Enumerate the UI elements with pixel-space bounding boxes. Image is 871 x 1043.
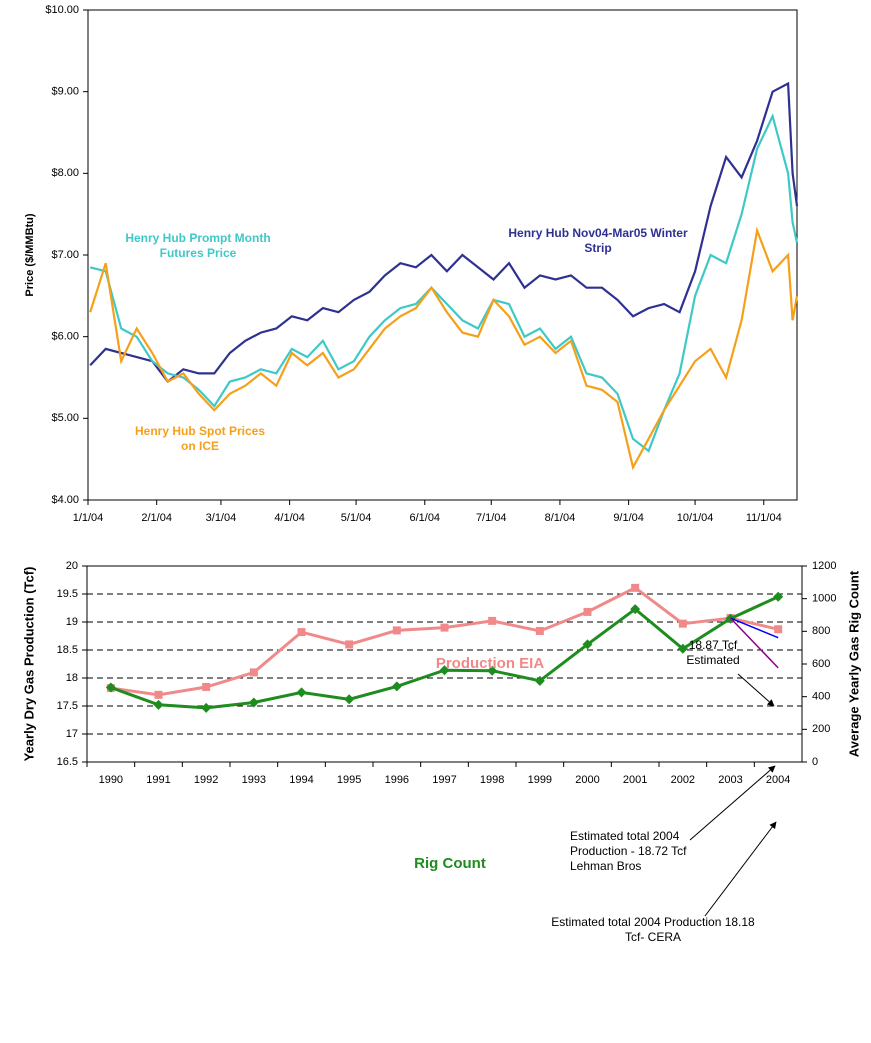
- x-tick-label: 1991: [146, 774, 170, 786]
- point: [535, 626, 544, 635]
- series-line: [89, 113, 799, 453]
- y-tick-label: 17.5: [57, 700, 78, 712]
- x-tick-label: 2000: [575, 774, 599, 786]
- x-tick-label: 1995: [337, 774, 361, 786]
- series-label: Henry Hub Spot Prices on ICE: [134, 424, 266, 453]
- series-label: Henry Hub Nov04-Mar05 Winter Strip: [508, 226, 688, 255]
- y-tick-label: $10.00: [45, 4, 79, 16]
- series-line: [89, 81, 799, 384]
- point: [249, 668, 258, 677]
- point: [440, 623, 449, 632]
- point: [677, 643, 688, 654]
- x-tick-label: 1990: [99, 774, 123, 786]
- x-tick-label: 5/1/04: [341, 512, 372, 524]
- y2-tick-label: 0: [812, 756, 818, 768]
- y2-tick-label: 1000: [812, 593, 836, 605]
- y-tick-label: 20: [66, 560, 78, 572]
- point: [202, 682, 211, 691]
- point: [487, 665, 498, 676]
- y-tick-label: 17: [66, 728, 78, 740]
- point: [105, 682, 116, 693]
- x-tick-label: 4/1/04: [274, 512, 305, 524]
- x-tick-label: 1999: [528, 774, 552, 786]
- x-tick-label: 2002: [671, 774, 695, 786]
- point: [201, 702, 212, 713]
- point: [774, 625, 783, 634]
- point: [583, 607, 592, 616]
- y-tick-label: 18: [66, 672, 78, 684]
- y-tick-label: 19.5: [57, 588, 78, 600]
- chart: 1990 1991 1992 1993 1994 1995 1996 1997 1998 1999…: [21, 560, 861, 786]
- y-tick-label: $6.00: [51, 331, 79, 343]
- x-tick-label: 1996: [385, 774, 409, 786]
- y-axis-title: Price ($/MMBtu): [24, 213, 36, 296]
- annotation-arrow: [704, 821, 777, 917]
- point: [488, 616, 497, 625]
- point: [345, 640, 354, 649]
- point: [631, 583, 640, 592]
- x-tick-label: 1998: [480, 774, 504, 786]
- series-line: [730, 617, 779, 639]
- x-tick-label: 1997: [432, 774, 456, 786]
- y2-tick-label: 1200: [812, 560, 836, 572]
- y2-tick-label: 400: [812, 691, 830, 703]
- point: [344, 694, 355, 705]
- chart: 1/1/04 2/1/04 3/1/04 4/1/04 5/1/04 6/1/04 7/1/…: [24, 4, 799, 524]
- x-tick-label: 1992: [194, 774, 218, 786]
- x-tick-label: 2/1/04: [141, 512, 172, 524]
- annotation: 18.87 Tcf Estimated: [686, 638, 740, 667]
- x-tick-label: 9/1/04: [613, 512, 644, 524]
- point: [296, 687, 307, 698]
- point: [248, 697, 259, 708]
- series-line: [729, 617, 779, 669]
- point: [534, 675, 545, 686]
- series-label: Rig Count: [414, 855, 486, 872]
- y-tick-label: 16.5: [57, 756, 78, 768]
- x-tick-label: 11/1/04: [746, 512, 782, 524]
- y2-tick-label: 200: [812, 723, 830, 735]
- y-tick-label: $7.00: [51, 249, 79, 261]
- x-tick-label: 8/1/04: [545, 512, 576, 524]
- x-tick-label: 7/1/04: [476, 512, 507, 524]
- x-tick-label: 2004: [766, 774, 790, 786]
- point: [391, 681, 402, 692]
- y2-axis-title: Average Yearly Gas Rig Count: [846, 570, 861, 757]
- point: [297, 628, 306, 637]
- annotation-arrow: [689, 765, 776, 841]
- y2-tick-label: 800: [812, 625, 830, 637]
- x-tick-label: 1994: [289, 774, 313, 786]
- point: [773, 591, 784, 602]
- y-tick-label: $8.00: [51, 167, 79, 179]
- y-tick-label: $5.00: [51, 412, 79, 424]
- y-tick-label: 19: [66, 616, 78, 628]
- series-line: [89, 226, 799, 471]
- point: [582, 639, 593, 650]
- point: [154, 690, 163, 699]
- y2-tick-label: 600: [812, 658, 830, 670]
- x-tick-label: 1/1/04: [73, 512, 104, 524]
- x-tick-label: 2001: [623, 774, 647, 786]
- y-tick-label: $4.00: [51, 494, 79, 506]
- annotation: Estimated total 2004 Production 18.18 Tc…: [551, 915, 755, 944]
- point: [678, 619, 687, 628]
- annotation: Estimated total 2004 Production - 18.72 …: [570, 829, 687, 873]
- y-tick-label: $9.00: [51, 86, 79, 98]
- x-tick-label: 2003: [718, 774, 742, 786]
- point: [392, 626, 401, 635]
- x-tick-label: 6/1/04: [409, 512, 440, 524]
- point: [153, 699, 164, 710]
- x-tick-label: 3/1/04: [206, 512, 237, 524]
- y-tick-label: 18.5: [57, 644, 78, 656]
- x-tick-label: 1993: [242, 774, 266, 786]
- y-axis-title: Yearly Dry Gas Production (Tcf): [21, 567, 36, 762]
- series-label: Henry Hub Prompt Month Futures Price: [125, 231, 271, 260]
- point: [630, 604, 641, 615]
- point: [439, 665, 450, 676]
- x-tick-label: 10/1/04: [677, 512, 714, 524]
- series-label: Production EIA: [435, 655, 545, 672]
- annotation-arrow: [737, 673, 775, 707]
